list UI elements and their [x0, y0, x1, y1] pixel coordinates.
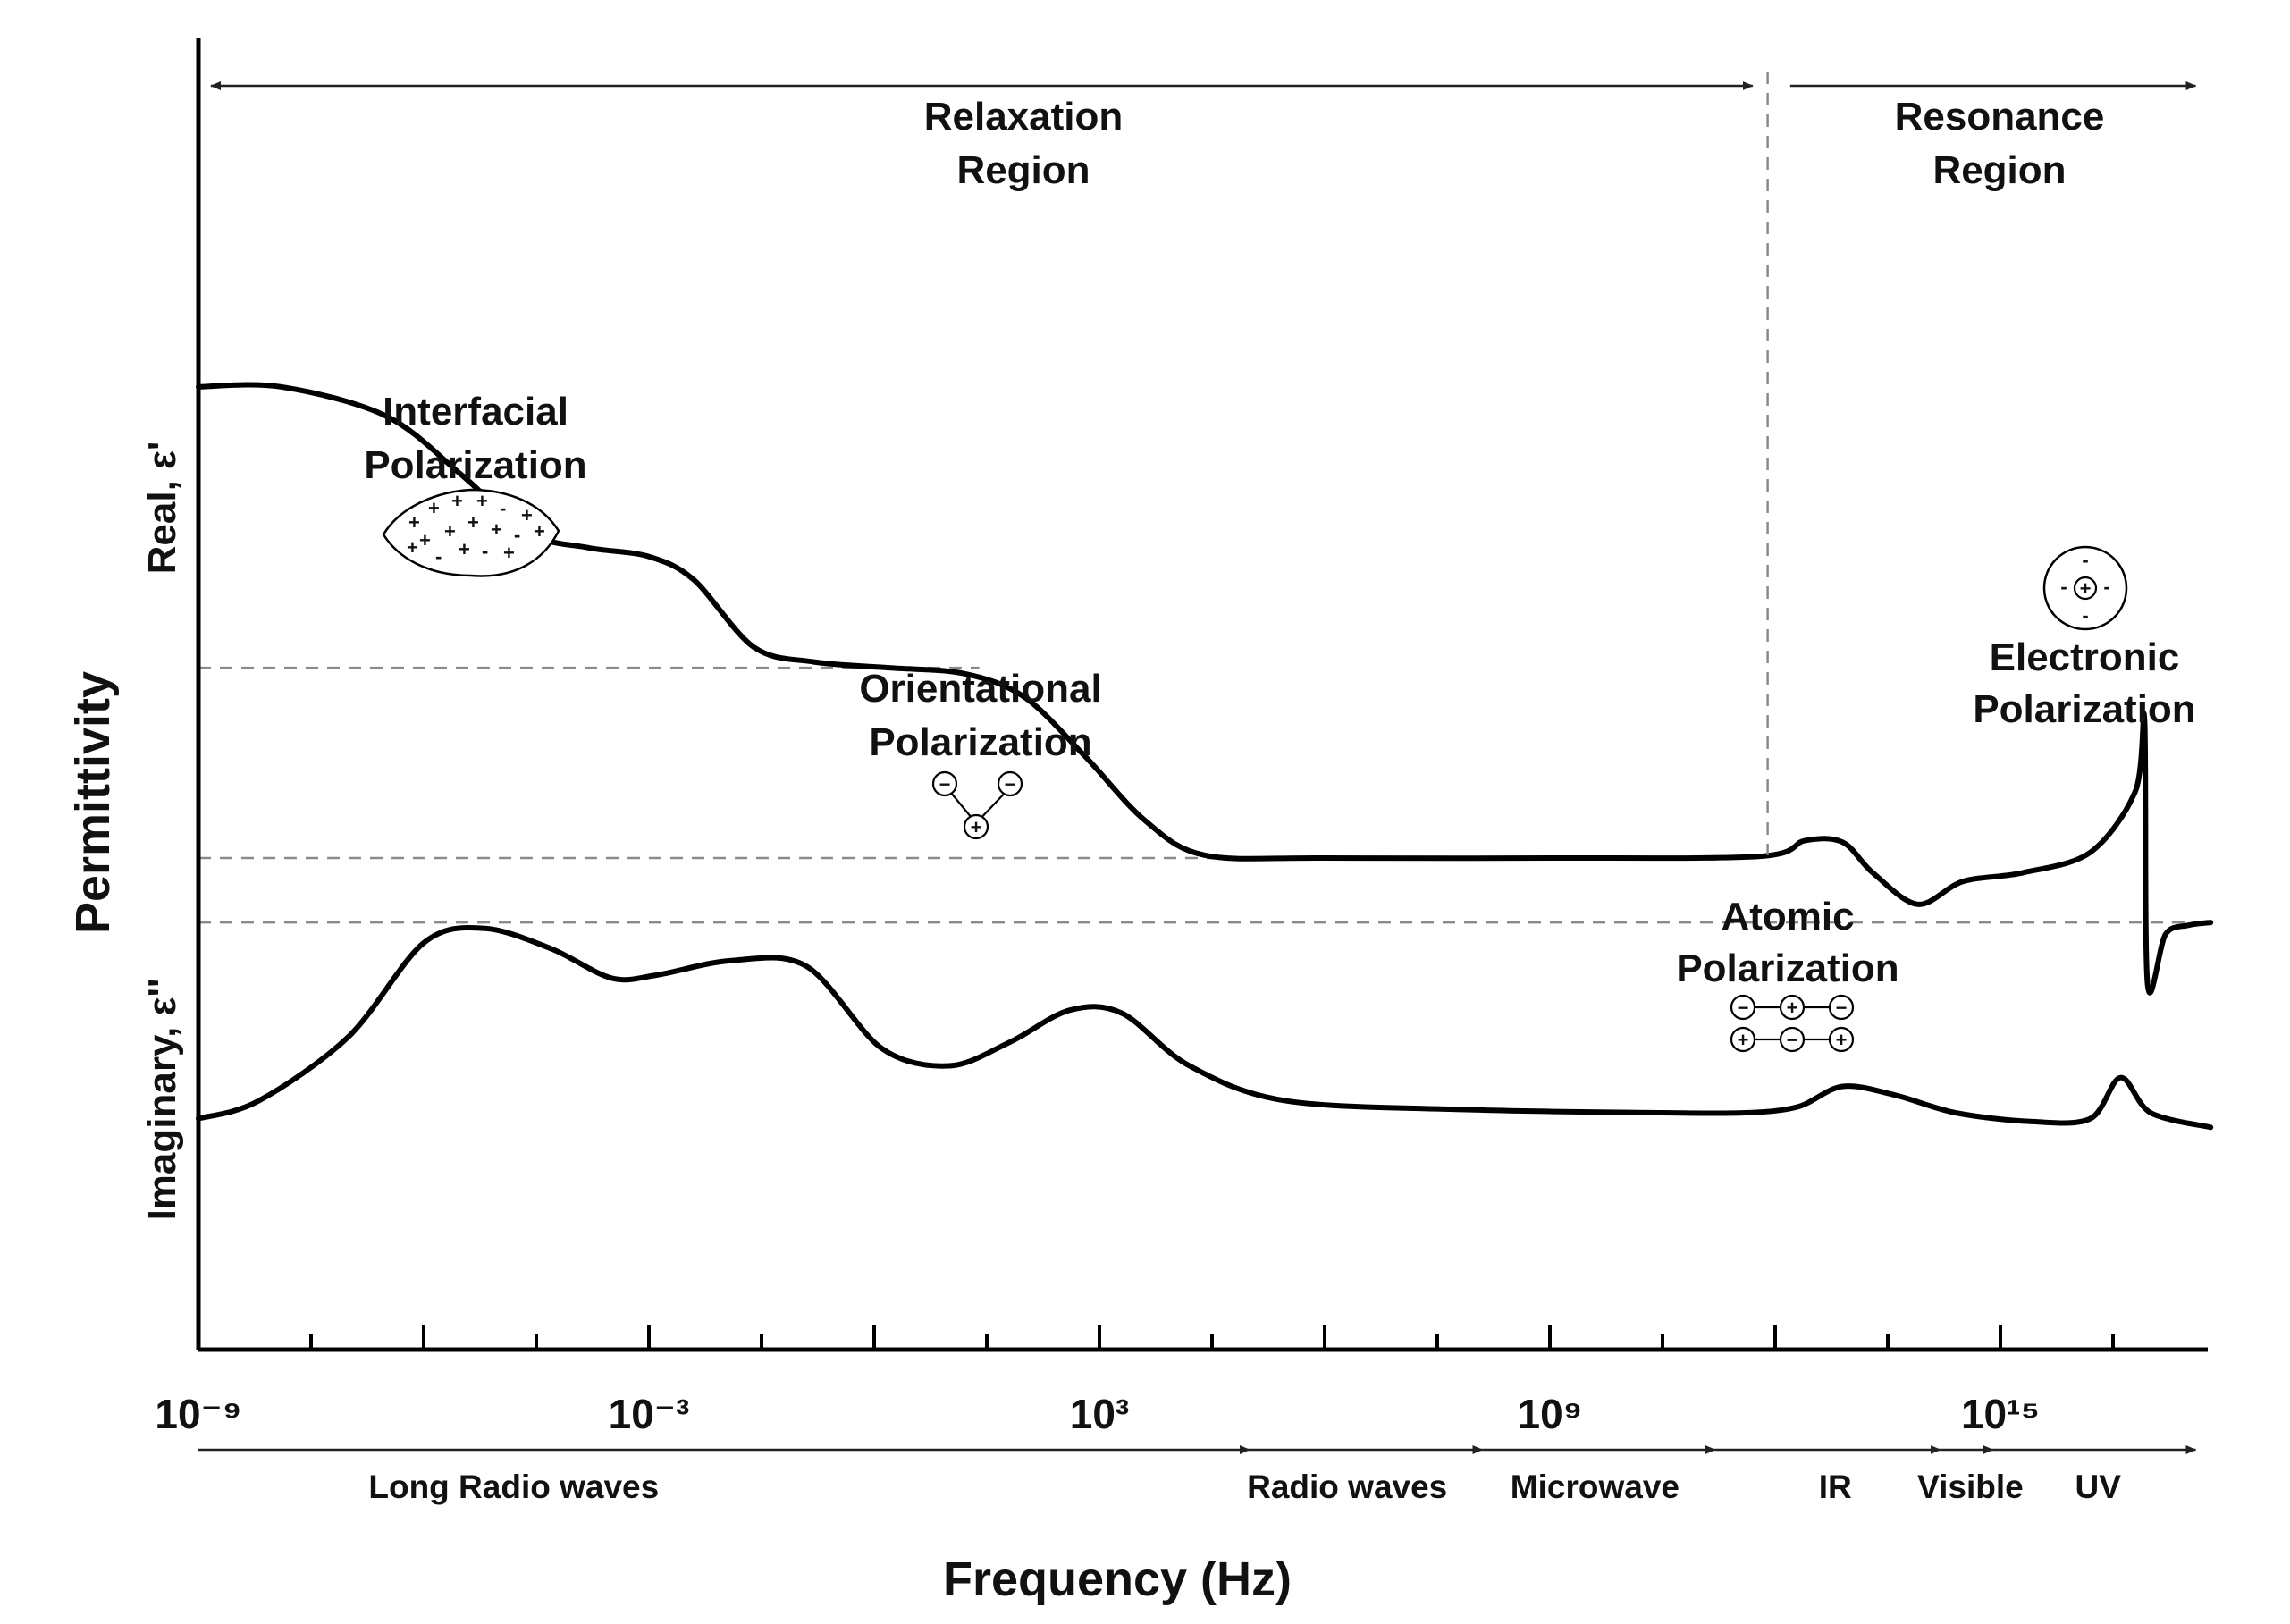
svg-text:−: −: [1787, 1029, 1798, 1051]
svg-text:−: −: [1836, 997, 1848, 1019]
svg-text:-: -: [2082, 604, 2088, 627]
svg-text:−: −: [1005, 773, 1016, 795]
imaginary-permittivity-curve: [196, 925, 2214, 1131]
ion-lattice-icon: − + − + − +: [1730, 994, 1855, 1053]
relaxation-region-label-line1: Relaxation: [924, 95, 1124, 139]
band-label-4: Visible: [1917, 1468, 2024, 1505]
svg-text:-: -: [435, 545, 442, 568]
guides-layer: [198, 666, 2211, 924]
svg-text:+: +: [408, 511, 420, 534]
y-axis-title: Permittivity: [66, 671, 120, 934]
relaxation-region-label-line2: Region: [956, 148, 1090, 192]
svg-text:+: +: [534, 520, 545, 543]
x-tick-label: 10⁹: [1518, 1391, 1583, 1437]
svg-text:-: -: [500, 497, 506, 519]
atomic-label-line1: Atomic: [1721, 895, 1854, 938]
svg-text:−: −: [1738, 997, 1749, 1019]
x-tick-label: 10⁻⁹: [155, 1391, 241, 1437]
svg-text:+: +: [1836, 1029, 1848, 1051]
svg-text:-: -: [2082, 549, 2088, 571]
svg-text:-: -: [2060, 576, 2067, 598]
spectrum-bands: Long Radio waves Radio waves Microwave IR Vi…: [198, 1445, 2197, 1505]
atom-cloud-icon: + -- --: [2042, 545, 2128, 631]
svg-text:+: +: [476, 490, 488, 512]
interfacial-label-line1: Interfacial: [383, 390, 568, 433]
x-axis-tick-labels: 10⁻⁹ 10⁻³ 10³ 10⁹ 10¹⁵: [155, 1391, 2040, 1437]
interfacial-label-line2: Polarization: [364, 443, 586, 487]
real-panel-label: Real, ε': [140, 442, 184, 575]
svg-text:-: -: [514, 524, 520, 546]
atomic-label-line2: Polarization: [1676, 947, 1899, 990]
charged-particle-icon: ++ + + - + + + + + - + - + - ++: [382, 488, 560, 577]
band-label-5: UV: [2075, 1468, 2121, 1505]
svg-text:+: +: [1738, 1029, 1749, 1051]
svg-text:+: +: [2080, 577, 2092, 600]
svg-text:+: +: [407, 536, 418, 559]
real-permittivity-curve: [196, 382, 2214, 996]
svg-text:+: +: [444, 520, 456, 543]
svg-text:+: +: [491, 518, 502, 541]
x-axis-ticks: [197, 1325, 2115, 1350]
band-label-0: Long Radio waves: [368, 1468, 659, 1505]
electronic-label-line2: Polarization: [1973, 687, 2195, 731]
svg-text:+: +: [428, 497, 440, 519]
curves-layer: [196, 382, 2214, 1131]
svg-text:+: +: [419, 529, 431, 551]
orientational-label-line2: Polarization: [869, 720, 1091, 764]
orientational-label-line1: Orientational: [859, 667, 1101, 711]
x-tick-label: 10¹⁵: [1961, 1391, 2040, 1437]
svg-text:+: +: [1787, 997, 1798, 1019]
svg-text:+: +: [467, 511, 479, 534]
x-tick-label: 10³: [1070, 1391, 1129, 1437]
svg-text:+: +: [451, 490, 463, 512]
svg-text:-: -: [482, 540, 488, 562]
x-tick-label: 10⁻³: [609, 1391, 690, 1437]
svg-text:+: +: [503, 542, 515, 564]
dipole-molecule-icon: − −+: [931, 770, 1023, 840]
svg-text:+: +: [459, 538, 470, 560]
svg-text:+: +: [521, 504, 533, 526]
band-label-1: Radio waves: [1247, 1468, 1447, 1505]
svg-text:−: −: [939, 773, 951, 795]
svg-text:+: +: [971, 816, 982, 838]
band-label-3: IR: [1819, 1468, 1852, 1505]
imaginary-panel-label: Imaginary, ε'': [140, 979, 184, 1221]
resonance-region-label-line2: Region: [1932, 148, 2066, 192]
svg-text:-: -: [2103, 576, 2109, 598]
resonance-region-label-line1: Resonance: [1895, 95, 2105, 139]
band-label-2: Microwave: [1511, 1468, 1680, 1505]
x-axis-title: Frequency (Hz): [943, 1552, 1292, 1606]
electronic-label-line1: Electronic: [1990, 635, 2180, 679]
